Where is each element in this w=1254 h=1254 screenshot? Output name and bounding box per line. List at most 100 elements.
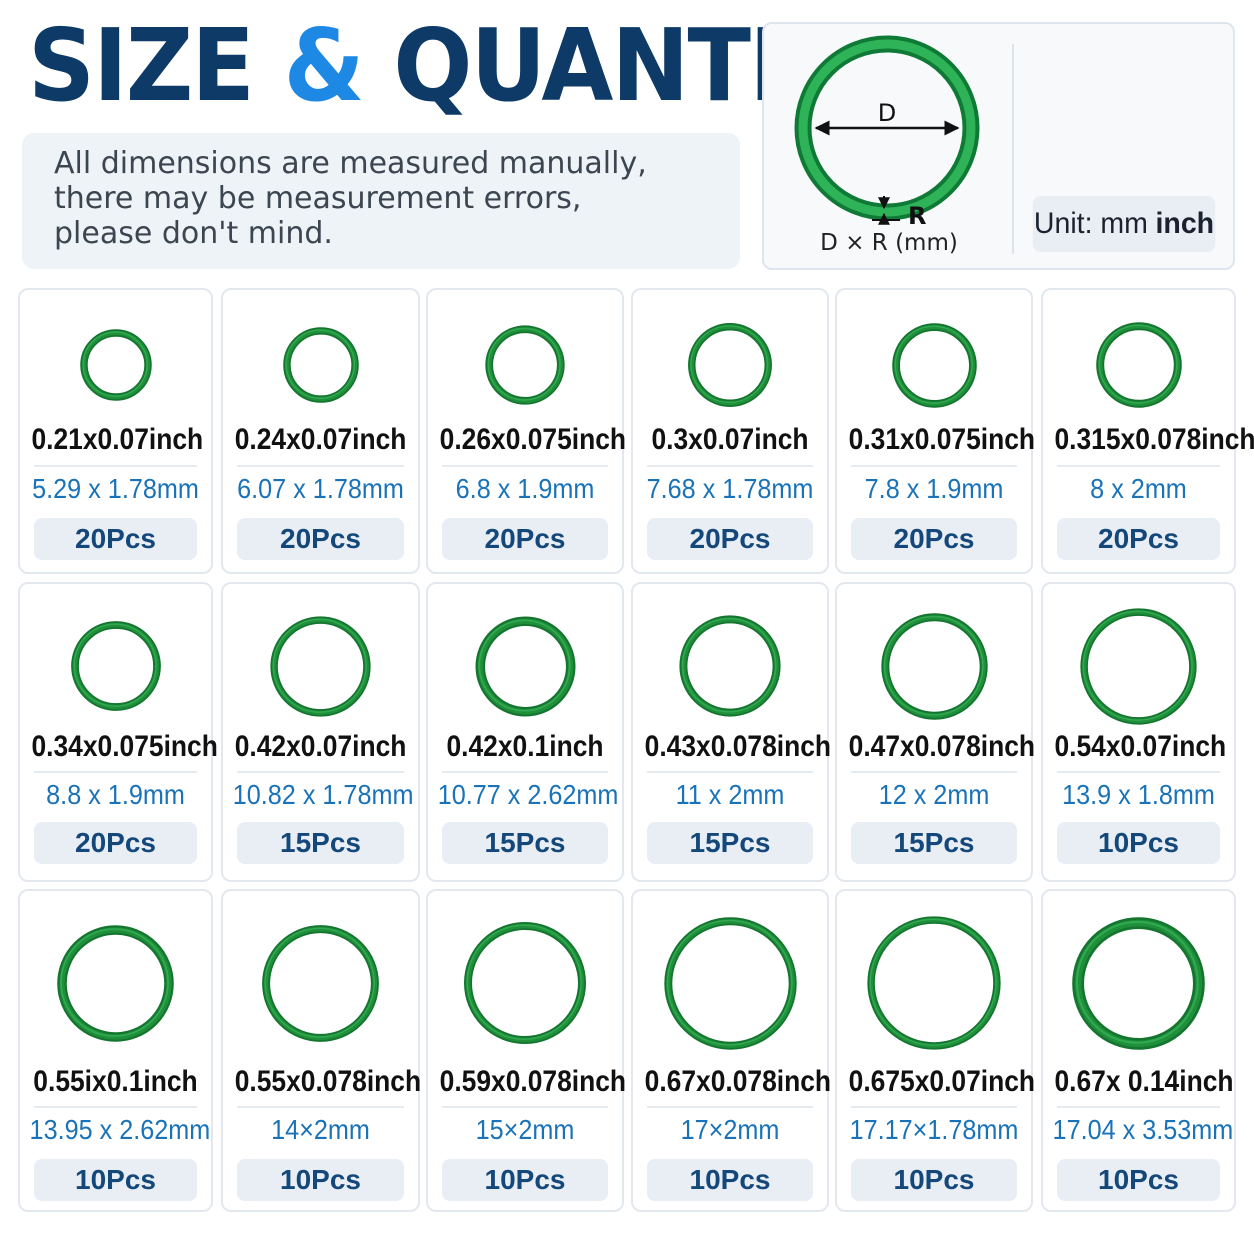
size-inch: 0.67x0.078inch bbox=[644, 1065, 832, 1098]
o-ring-image bbox=[837, 321, 1031, 410]
o-ring-card: 0.26x0.075inch 6.8 x 1.9mm 20Pcs bbox=[426, 288, 627, 574]
o-ring-icon bbox=[1080, 607, 1197, 725]
card-divider bbox=[851, 1106, 1017, 1108]
o-ring-image bbox=[428, 323, 622, 407]
o-ring-card: 0.67x 0.14inch 17.04 x 3.53mm 10Pcs bbox=[1041, 889, 1236, 1212]
size-mm: 8.8 x 1.9mm bbox=[46, 779, 185, 810]
note-line-1: All dimensions are measured manually, bbox=[54, 146, 647, 181]
quantity-badge: 20Pcs bbox=[851, 518, 1017, 560]
card-divider bbox=[34, 771, 197, 773]
o-ring-grid: 0.21x0.07inch 5.29 x 1.78mm 20Pcs 0.24x0.07… bbox=[18, 288, 1254, 1212]
o-ring-card: 0.42x0.07inch 10.82 x 1.78mm 15Pcs bbox=[221, 582, 420, 882]
card-divider bbox=[237, 465, 404, 467]
o-ring-image bbox=[633, 915, 827, 1052]
size-inch: 0.675x0.07inch bbox=[848, 1065, 1036, 1098]
o-ring-image bbox=[428, 920, 622, 1046]
quantity-badge: 20Pcs bbox=[647, 518, 813, 560]
o-ring-image bbox=[837, 611, 1031, 722]
size-inch: 0.42x0.07inch bbox=[234, 730, 407, 763]
size-inch: 0.47x0.078inch bbox=[848, 730, 1036, 763]
size-inch: 0.42x0.1inch bbox=[446, 730, 604, 763]
o-ring-icon bbox=[70, 621, 161, 711]
quantity-badge: 15Pcs bbox=[442, 822, 608, 864]
size-inch: 0.55ix0.1inch bbox=[33, 1065, 198, 1098]
o-ring-icon bbox=[57, 924, 174, 1042]
card-divider bbox=[647, 465, 813, 467]
o-ring-card: 0.55ix0.1inch 13.95 x 2.62mm 10Pcs bbox=[18, 889, 213, 1212]
size-mm: 17.17×1.78mm bbox=[849, 1114, 1019, 1145]
card-divider bbox=[851, 465, 1017, 467]
quantity-badge: 10Pcs bbox=[34, 1159, 197, 1201]
card-divider bbox=[442, 771, 608, 773]
o-ring-image bbox=[633, 613, 827, 719]
size-inch: 0.3x0.07inch bbox=[651, 423, 809, 456]
size-inch: 0.24x0.07inch bbox=[234, 423, 407, 456]
o-ring-card: 0.3x0.07inch 7.68 x 1.78mm 20Pcs bbox=[631, 288, 829, 574]
d-label: D bbox=[878, 99, 896, 127]
quantity-badge: 10Pcs bbox=[851, 1159, 1017, 1201]
o-ring-icon bbox=[474, 615, 576, 717]
quantity-badge: 20Pcs bbox=[34, 822, 197, 864]
dimension-formula: D × R (mm) bbox=[820, 230, 958, 256]
size-inch: 0.59x0.078inch bbox=[439, 1065, 627, 1098]
quantity-badge: 15Pcs bbox=[647, 822, 813, 864]
unit-bold: inch bbox=[1155, 207, 1215, 240]
card-divider bbox=[34, 465, 197, 467]
o-ring-icon bbox=[262, 924, 379, 1042]
quantity-badge: 20Pcs bbox=[34, 518, 197, 560]
card-divider bbox=[442, 1106, 608, 1108]
quantity-badge: 10Pcs bbox=[1057, 822, 1220, 864]
card-divider bbox=[1057, 1106, 1220, 1108]
o-ring-card: 0.24x0.07inch 6.07 x 1.78mm 20Pcs bbox=[221, 288, 420, 574]
o-ring-card: 0.21x0.07inch 5.29 x 1.78mm 20Pcs bbox=[18, 288, 213, 574]
card-divider bbox=[851, 771, 1017, 773]
quantity-badge: 20Pcs bbox=[442, 518, 608, 560]
o-ring-icon bbox=[282, 327, 359, 403]
o-ring-card: 0.42x0.1inch 10.77 x 2.62mm 15Pcs bbox=[426, 582, 624, 882]
note-line-2: there may be measurement errors, bbox=[54, 181, 582, 216]
size-inch: 0.67x 0.14inch bbox=[1054, 1065, 1234, 1098]
size-mm: 14×2mm bbox=[271, 1114, 370, 1145]
o-ring-image bbox=[223, 923, 418, 1044]
o-ring-icon bbox=[1072, 916, 1205, 1050]
unit-prefix: Unit: mm bbox=[1033, 207, 1148, 240]
o-ring-image bbox=[1043, 915, 1234, 1052]
o-ring-image bbox=[1043, 320, 1234, 410]
o-ring-image bbox=[223, 614, 418, 719]
quantity-badge: 10Pcs bbox=[442, 1159, 608, 1201]
quantity-badge: 10Pcs bbox=[1057, 1159, 1220, 1201]
measurement-note: All dimensions are measured manually, th… bbox=[22, 133, 740, 269]
size-mm: 17×2mm bbox=[680, 1114, 780, 1145]
size-inch: 0.26x0.075inch bbox=[439, 423, 627, 456]
o-ring-image bbox=[20, 619, 211, 713]
o-ring-image bbox=[1043, 606, 1234, 727]
quantity-badge: 15Pcs bbox=[851, 822, 1017, 864]
size-inch: 0.34x0.075inch bbox=[31, 730, 218, 763]
o-ring-card: 0.34x0.075inch 8.8 x 1.9mm 20Pcs bbox=[18, 582, 218, 882]
size-mm: 7.68 x 1.78mm bbox=[646, 473, 814, 504]
size-mm: 7.8 x 1.9mm bbox=[864, 473, 1004, 504]
size-inch: 0.21x0.07inch bbox=[31, 423, 204, 456]
o-ring-icon bbox=[688, 323, 772, 407]
size-mm: 6.8 x 1.9mm bbox=[455, 473, 595, 504]
divider bbox=[1012, 44, 1014, 254]
o-ring-icon bbox=[867, 916, 1001, 1050]
size-inch: 0.43x0.078inch bbox=[644, 730, 832, 763]
card-divider bbox=[34, 1106, 197, 1108]
title-size: SIZE bbox=[28, 7, 255, 124]
card-divider bbox=[1057, 465, 1220, 467]
card-divider bbox=[647, 1106, 813, 1108]
card-divider bbox=[647, 771, 813, 773]
dimension-diagram: D R D × R (mm) Unit: mm inch bbox=[762, 22, 1235, 270]
o-ring-image bbox=[428, 614, 622, 719]
note-line-3: please don't mind. bbox=[54, 216, 333, 251]
o-ring-image bbox=[20, 923, 211, 1044]
title-ampersand: & bbox=[283, 7, 365, 124]
unit-badge: Unit: mm inch bbox=[1032, 196, 1216, 252]
o-ring-card: 0.59x0.078inch 15×2mm 10Pcs bbox=[426, 889, 627, 1212]
o-ring-card: 0.43x0.078inch 11 x 2mm 15Pcs bbox=[631, 582, 832, 882]
o-ring-icon bbox=[270, 615, 371, 717]
o-ring-icon bbox=[1095, 322, 1182, 408]
o-ring-card: 0.47x0.078inch 12 x 2mm 15Pcs bbox=[835, 582, 1036, 882]
size-mm: 13.95 x 2.62mm bbox=[29, 1114, 211, 1145]
